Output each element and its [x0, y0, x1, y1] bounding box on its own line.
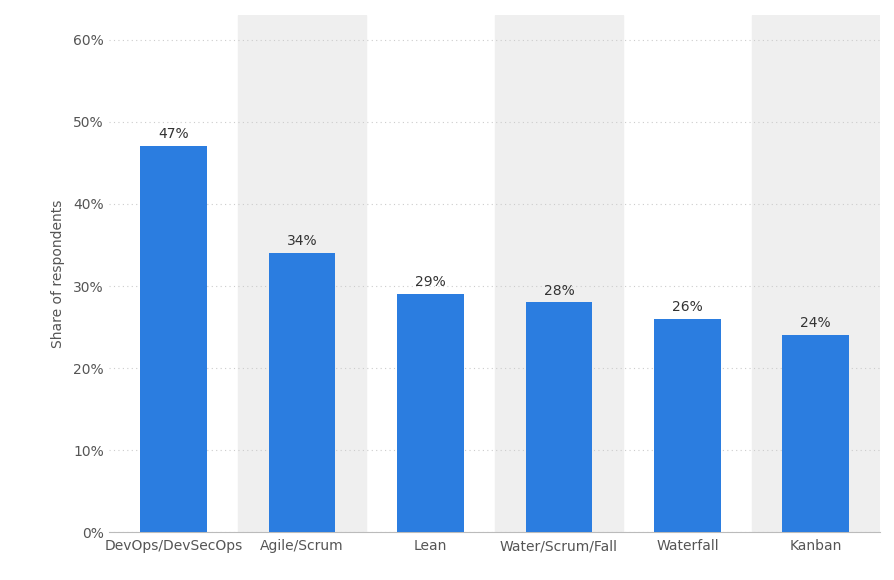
Bar [140, 146, 207, 532]
Bar [525, 303, 592, 532]
Bar [781, 335, 848, 532]
Text: 29%: 29% [415, 276, 445, 289]
Text: 28%: 28% [543, 284, 574, 298]
Bar [654, 319, 720, 532]
Text: 24%: 24% [799, 317, 831, 331]
Y-axis label: Share of respondents: Share of respondents [51, 200, 64, 348]
Bar [397, 294, 463, 532]
Bar [494, 15, 622, 532]
Bar [238, 15, 366, 532]
Text: 26%: 26% [671, 300, 702, 314]
Bar [751, 15, 879, 532]
Bar [268, 253, 335, 532]
Text: 34%: 34% [286, 234, 317, 248]
Text: 47%: 47% [158, 128, 189, 142]
